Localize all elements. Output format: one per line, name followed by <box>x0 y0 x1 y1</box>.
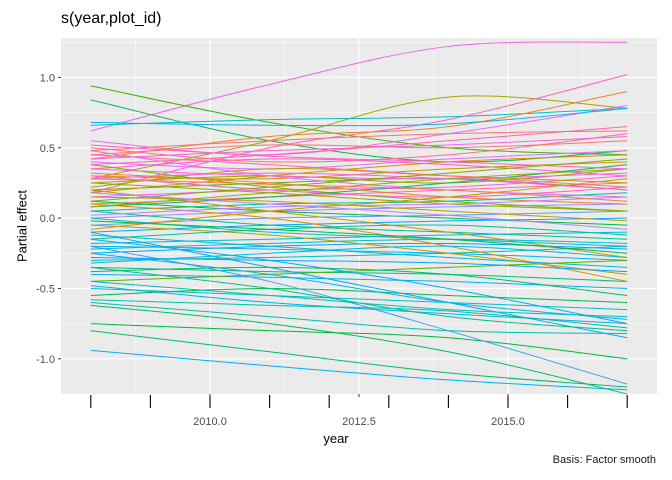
series-line <box>90 349 628 391</box>
series-line <box>90 41 628 132</box>
series-line <box>90 287 628 304</box>
series-lines <box>90 41 628 395</box>
x-tick-label: 2012.5 <box>342 416 376 428</box>
series-line <box>90 245 628 385</box>
chart-title: s(year,plot_id) <box>61 10 162 27</box>
series-line <box>90 210 628 226</box>
series-line <box>90 182 628 212</box>
series-line <box>90 154 628 188</box>
rug-ticks <box>90 395 628 408</box>
series-line <box>90 144 628 170</box>
y-axis: -1.0 -0.5 0.0 0.5 1.0 <box>36 72 61 366</box>
series-line <box>90 90 628 160</box>
series-line <box>90 105 628 156</box>
series-line <box>90 178 628 230</box>
y-tick-label: -1.0 <box>36 354 55 366</box>
series-line <box>90 175 628 198</box>
major-gridlines <box>61 38 657 394</box>
x-axis: 2010.0 2012.5 2015.0 <box>193 394 525 428</box>
x-axis-label: year <box>323 431 349 446</box>
series-line <box>90 224 628 275</box>
series-line <box>90 172 628 191</box>
series-line <box>90 304 628 395</box>
series-line <box>90 220 628 254</box>
series-line <box>90 252 628 320</box>
series-line <box>90 158 628 177</box>
series-line <box>90 154 628 194</box>
series-line <box>90 150 628 170</box>
series-line <box>90 203 628 282</box>
series-line <box>90 140 628 156</box>
series-line <box>90 210 628 240</box>
series-line <box>90 280 628 318</box>
series-line <box>90 175 628 198</box>
series-line <box>90 158 628 202</box>
series-line <box>90 196 628 216</box>
series-line <box>90 302 628 334</box>
series-line <box>90 150 628 198</box>
series-line <box>90 299 628 329</box>
series-line <box>90 168 628 180</box>
chart-caption: Basis: Factor smooth <box>552 454 656 466</box>
series-line <box>90 126 628 166</box>
series-line <box>90 192 628 212</box>
series-line <box>90 107 628 127</box>
series-line <box>90 107 628 126</box>
x-tick-label: 2010.0 <box>193 416 227 428</box>
series-line <box>90 266 628 296</box>
y-tick-label: 0.0 <box>40 213 55 225</box>
y-axis-label: Partial effect <box>14 189 30 263</box>
series-line <box>90 330 628 388</box>
y-tick-label: 1.0 <box>40 72 55 84</box>
y-tick-label: -0.5 <box>36 283 55 295</box>
series-line <box>90 192 628 230</box>
series-line <box>90 238 628 250</box>
series-line <box>90 245 628 264</box>
series-line <box>90 178 628 202</box>
series-line <box>90 234 628 268</box>
series-line <box>90 200 628 226</box>
series-line <box>90 203 628 219</box>
series-line <box>90 231 628 244</box>
series-line <box>90 323 628 360</box>
series-line <box>90 231 628 339</box>
y-tick-label: 0.5 <box>40 143 55 155</box>
series-line <box>90 130 628 152</box>
series-line <box>90 168 628 208</box>
x-tick-label: 2015.0 <box>491 416 525 428</box>
series-line <box>90 224 628 240</box>
series-line <box>90 172 628 205</box>
series-line <box>90 189 628 259</box>
